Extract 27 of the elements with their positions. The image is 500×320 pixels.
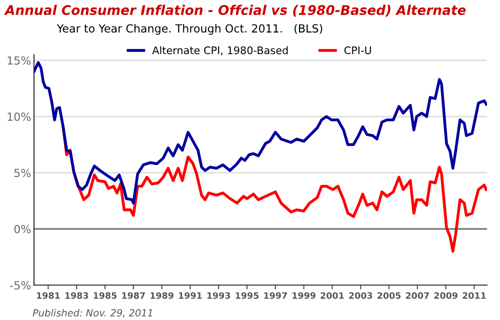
x-tick-label: 2009: [434, 292, 458, 299]
x-tick-label: 1989: [150, 292, 174, 299]
legend-label: CPI-U: [344, 46, 371, 54]
x-tick-label: 1997: [264, 292, 287, 299]
x-tick-label: 2005: [378, 292, 401, 299]
x-tick-label: 1991: [179, 292, 202, 299]
y-tick-label: 0%: [14, 224, 31, 234]
y-tick-label: -5%: [10, 281, 31, 290]
chart-subtitle: Year to Year Change. Through Oct. 2011. (BLS): [56, 24, 322, 35]
text: Published: Nov. 29, 2011: [32, 308, 152, 318]
chart-title: Annual Consumer Inflation - Offcial vs (1980-Based) Alternate: [4, 4, 466, 17]
x-tick-label: 2003: [349, 292, 372, 299]
x-tick-label: 1987: [122, 292, 145, 299]
x-tick-label: 1995: [236, 292, 259, 299]
line-series: [34, 61, 487, 204]
x-tick-label: 2011: [462, 292, 486, 299]
x-tick-label: 1983: [65, 292, 88, 299]
x-tick-label: 1999: [292, 292, 316, 299]
x-tick-label: 1981: [37, 292, 60, 299]
y-tick-label: 5%: [14, 168, 31, 178]
legend-label: Alternate CPI, 1980-Based: [152, 46, 288, 56]
y-tick-label: 10%: [8, 112, 31, 121]
x-tick-label: 2001: [320, 292, 344, 299]
x-tick-label: 1985: [94, 292, 117, 299]
x-tick-label: 1993: [207, 292, 230, 299]
x-tick-label: 2007: [406, 292, 429, 299]
y-tick-label: 15%: [8, 56, 31, 65]
